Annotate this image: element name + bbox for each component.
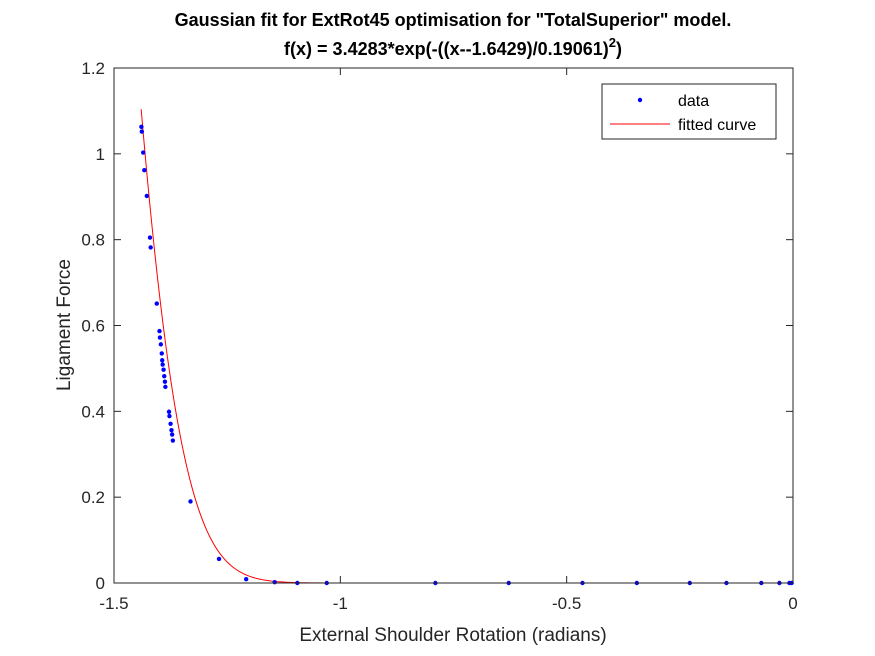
x-axis-label: External Shoulder Rotation (radians)	[299, 625, 606, 646]
data-point	[162, 379, 168, 384]
y-tick-label: 0.6	[81, 317, 105, 336]
data-point	[142, 167, 147, 173]
data-point	[144, 193, 150, 199]
data-point	[158, 342, 164, 347]
chart-title-close-paren: )	[616, 39, 622, 59]
data-point	[161, 367, 166, 372]
data-point	[243, 576, 249, 582]
data-point	[139, 129, 145, 134]
data-point	[163, 384, 168, 390]
data-point	[170, 438, 176, 443]
x-tick-label: -0.5	[552, 594, 581, 613]
legend-entry-fitted-curve: fitted curve	[678, 117, 756, 134]
data-point	[166, 409, 172, 414]
x-tick-label: -1	[333, 594, 348, 613]
data-point	[159, 351, 164, 356]
y-axis-ticks: 0 0.2 0.4 0.6 0.8 1 1.2	[81, 59, 793, 593]
data-point	[169, 428, 174, 433]
data-point	[169, 432, 175, 437]
chart-title-formula: f(x) = 3.4283*exp(-((x--1.6429)/0.19061)	[284, 39, 609, 59]
data-point	[148, 245, 153, 250]
x-tick-label: -1.5	[99, 594, 128, 613]
y-tick-label: 0.4	[81, 402, 105, 421]
legend-data-marker	[637, 97, 643, 103]
x-axis-ticks: -1.5 -1 -0.5 0	[99, 68, 798, 613]
data-point	[147, 235, 153, 240]
legend-entry-data: data	[678, 93, 709, 110]
data-point	[157, 328, 162, 334]
data-point	[168, 421, 173, 426]
data-point	[162, 373, 167, 379]
y-axis-label: Ligament Force	[54, 259, 75, 391]
chart-title-line1: Gaussian fit for ExtRot45 optimisation f…	[175, 10, 732, 30]
data-point	[216, 556, 222, 562]
data-point	[272, 579, 277, 585]
y-tick-label: 1	[96, 145, 105, 164]
x-tick-label: 0	[788, 594, 797, 613]
data-point	[141, 150, 146, 155]
data-point	[139, 124, 144, 129]
data-point	[167, 413, 172, 419]
y-tick-label: 1.2	[81, 59, 105, 78]
chart-title-line2: f(x) = 3.4283*exp(-((x--1.6429)/0.19061)…	[284, 35, 622, 59]
legend: data fitted curve	[601, 83, 777, 140]
y-tick-label: 0	[96, 574, 105, 593]
legend-box	[601, 83, 777, 140]
data-point	[160, 362, 165, 367]
data-point	[157, 335, 163, 340]
y-tick-label: 0.8	[81, 231, 105, 250]
plot-area	[114, 68, 793, 583]
data-points-layer	[139, 124, 794, 586]
data-point	[188, 499, 193, 504]
data-point	[160, 358, 165, 363]
data-point	[154, 301, 159, 306]
chart-title-exponent: 2	[609, 35, 616, 50]
y-tick-label: 0.2	[81, 488, 105, 507]
